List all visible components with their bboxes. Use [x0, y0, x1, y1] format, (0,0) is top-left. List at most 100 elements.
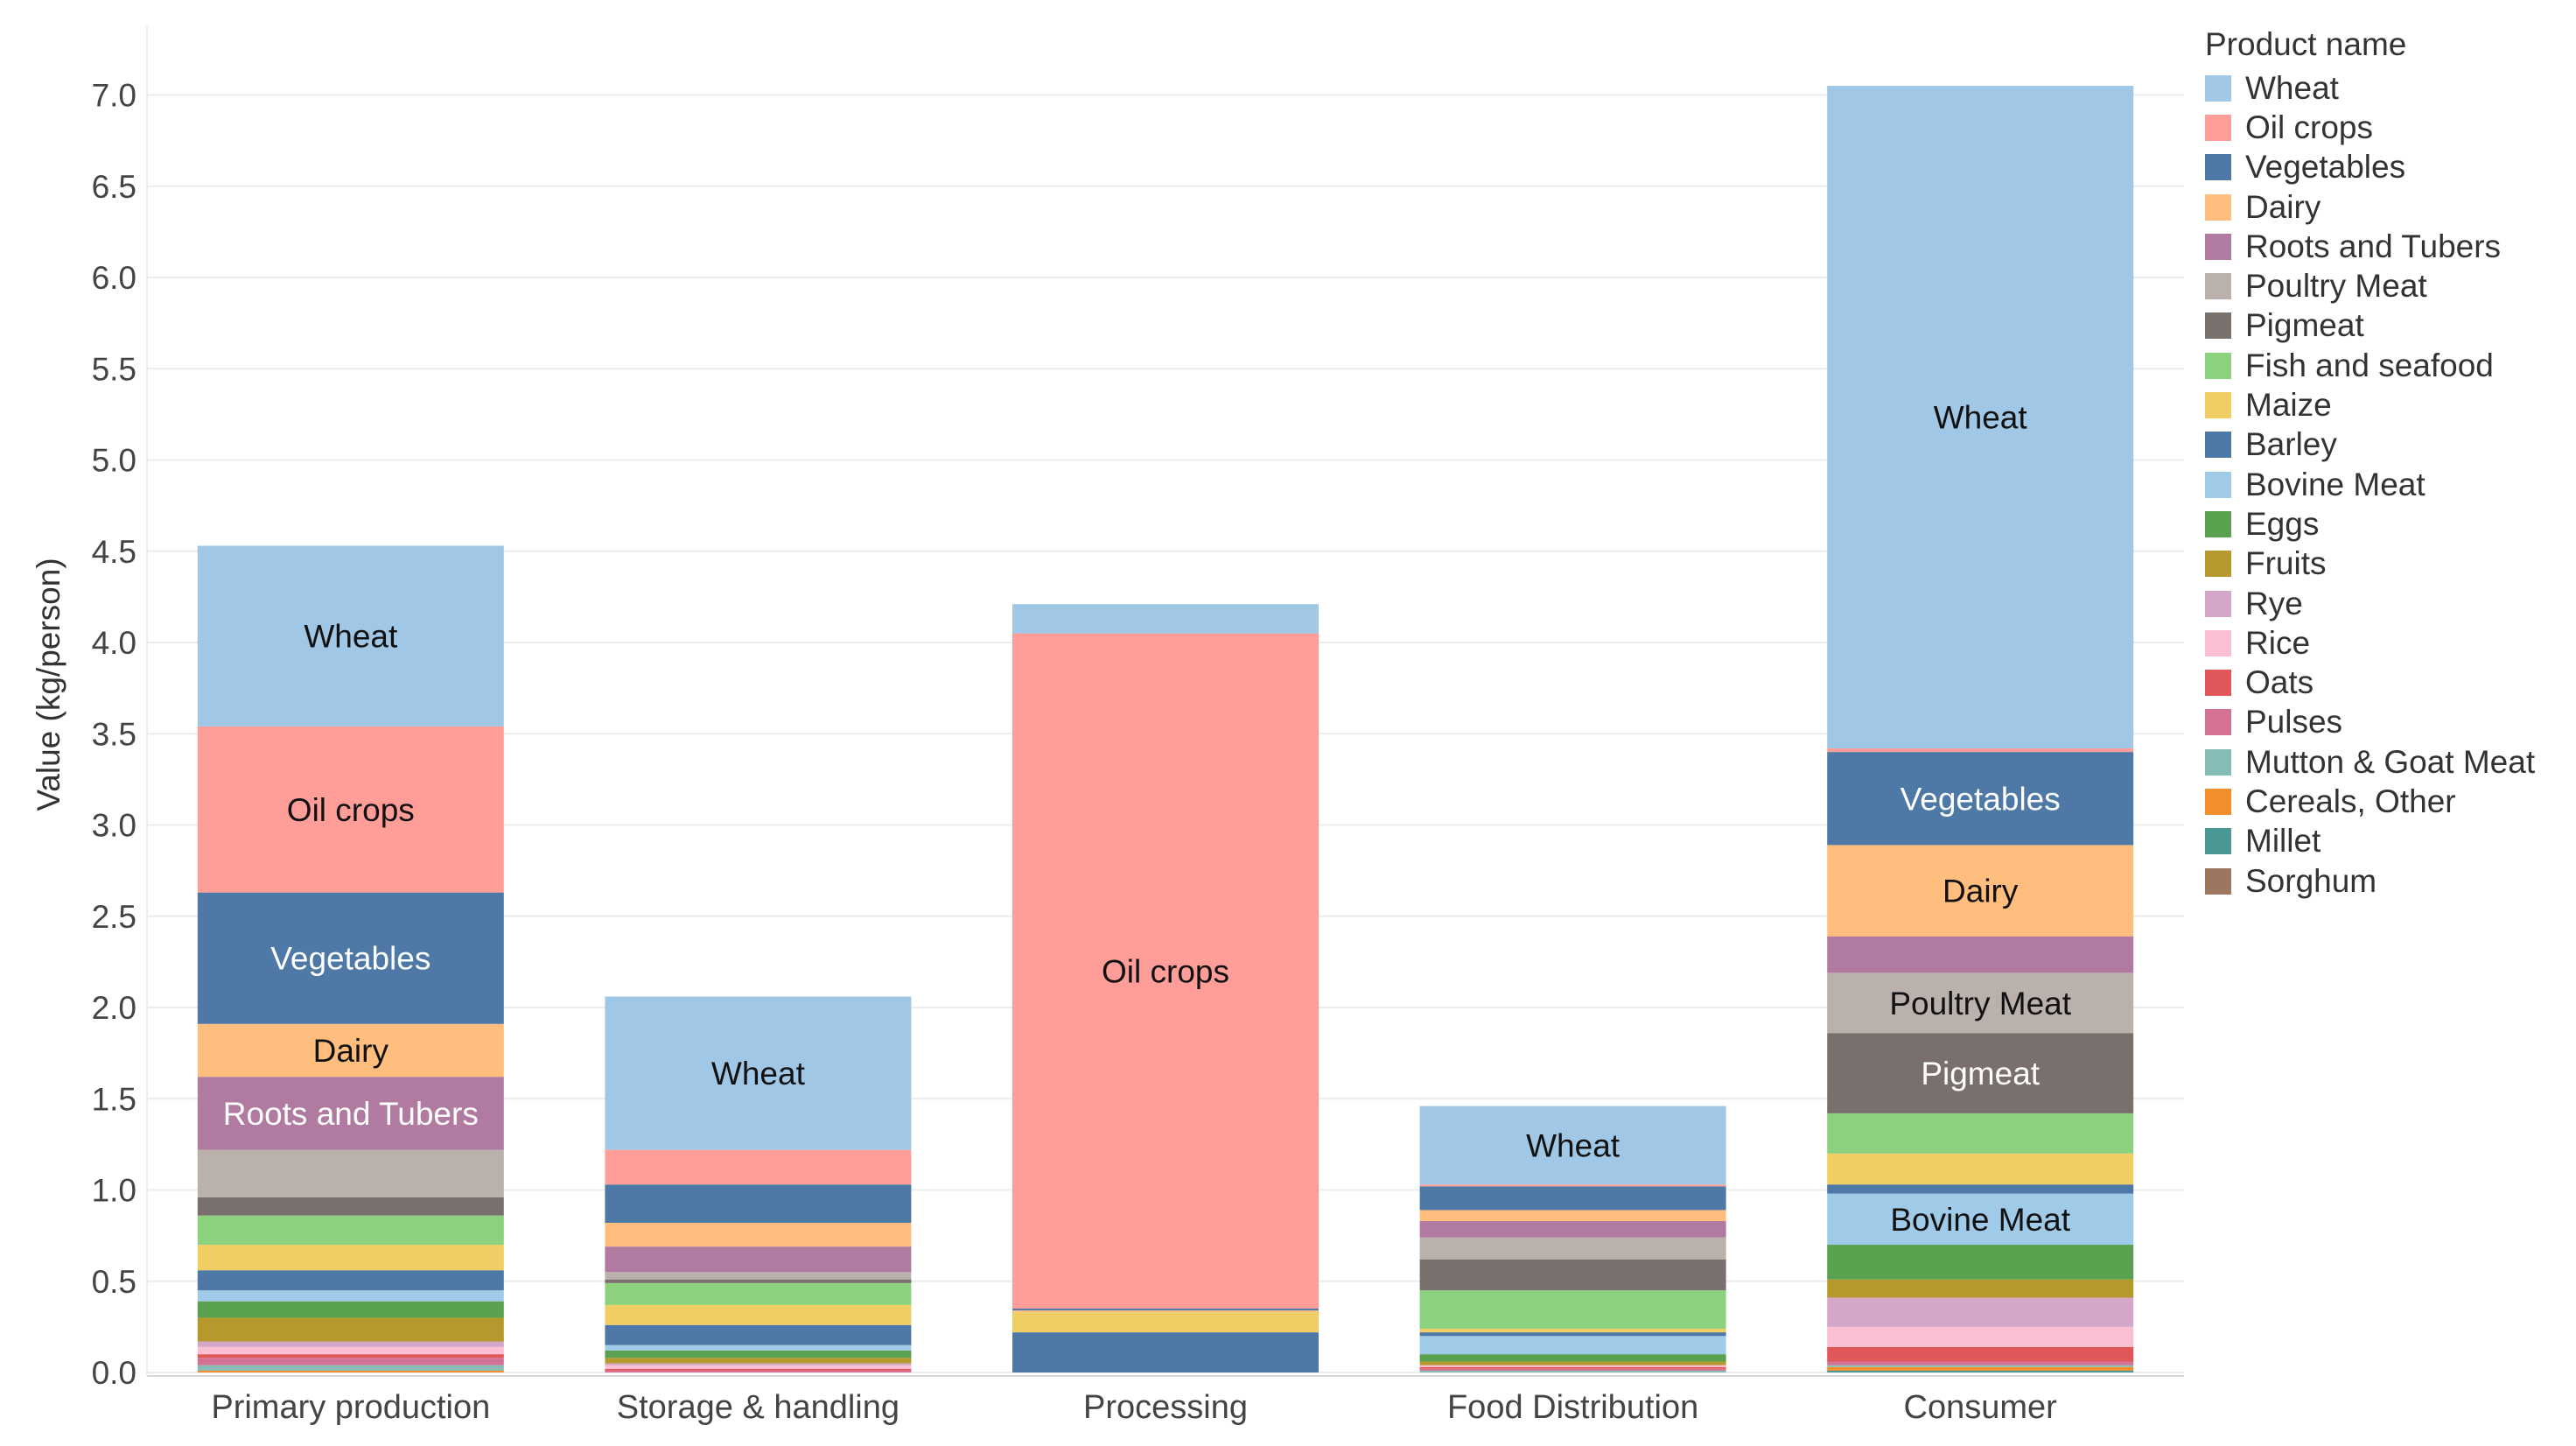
bar-segment-vegetables [1419, 1186, 1726, 1211]
bar-segment-fish-and-seafood [1827, 1113, 2134, 1154]
legend-item-pigmeat[interactable]: Pigmeat [2205, 306, 2535, 346]
legend-swatch [2205, 273, 2231, 300]
legend-label: Rice [2245, 624, 2311, 661]
y-tick-label: 2.5 [92, 899, 136, 935]
bar-segment-rice [605, 1365, 912, 1369]
legend-swatch [2205, 154, 2231, 181]
legend-label: Mutton & Goat Meat [2245, 743, 2536, 780]
x-tick-label: Food Distribution [1447, 1389, 1698, 1426]
segment-label: Roots and Tubers [223, 1096, 479, 1132]
legend-item-roots-and-tubers[interactable]: Roots and Tubers [2205, 227, 2535, 266]
segment-labels: Wheat Oil crops Vegetables Dairy Roots and T… [223, 400, 2072, 1238]
bar-segment-pigmeat [197, 1197, 504, 1216]
legend-item-eggs[interactable]: Eggs [2205, 504, 2535, 544]
legend-label: Pigmeat [2245, 307, 2364, 344]
bar-segment-oil-crops [197, 726, 504, 893]
x-axis-ticks: Primary production Storage & handling Proc… [211, 1389, 2057, 1426]
legend-item-vegetables[interactable]: Vegetables [2205, 148, 2535, 187]
legend-swatch [2205, 510, 2231, 537]
bar-segment-poultry-meat [1827, 972, 2134, 1034]
legend-item-pulses[interactable]: Pulses [2205, 703, 2535, 742]
segment-label: Wheat [304, 619, 398, 655]
bar-segment-roots-and-tubers [1419, 1220, 1726, 1238]
bar-segment-fruits [605, 1358, 912, 1364]
legend-swatch [2205, 432, 2231, 459]
legend-label: Poultry Meat [2245, 268, 2427, 305]
bar-segment-roots-and-tubers [197, 1077, 504, 1150]
legend-label: Fruits [2245, 545, 2327, 582]
legend-label: Fish and seafood [2245, 347, 2494, 383]
legend-item-wheat[interactable]: Wheat [2205, 68, 2535, 108]
bar-segment-barley [1012, 1332, 1319, 1372]
legend-title: Product name [2205, 26, 2407, 62]
segment-label: Oil crops [287, 792, 415, 828]
legend-label: Sorghum [2245, 862, 2377, 899]
legend-label: Oil crops [2245, 109, 2373, 145]
bar-segment-vegetables [197, 892, 504, 1024]
bar-segment-barley [605, 1324, 912, 1345]
bar-segment-dairy [1419, 1210, 1726, 1221]
bar-segment-barley [1419, 1332, 1726, 1337]
bar-segment-mutton-goat-meat [1419, 1370, 1726, 1372]
legend-swatch [2205, 670, 2231, 697]
bar-segment-pigmeat [1419, 1259, 1726, 1291]
bar-segment-eggs [1419, 1354, 1726, 1362]
legend-swatch [2205, 471, 2231, 498]
legend-item-maize[interactable]: Maize [2205, 385, 2535, 425]
bar-segment-oil-crops [1419, 1184, 1726, 1187]
bar-segment-millet [1827, 1370, 2134, 1372]
bar-segment-fruits [1419, 1361, 1726, 1365]
bar-segment-pulses [197, 1358, 504, 1365]
y-tick-label: 6.0 [92, 260, 136, 296]
x-tick-label: Storage & handling [617, 1389, 900, 1426]
y-tick-label: 5.5 [92, 351, 136, 387]
bar-segment-oats [197, 1354, 504, 1358]
bar-segment-fruits [197, 1317, 504, 1342]
legend-item-dairy[interactable]: Dairy [2205, 187, 2535, 227]
legend-label: Wheat [2245, 69, 2339, 106]
legend-item-fish-and-seafood[interactable]: Fish and seafood [2205, 346, 2535, 385]
bar-segment-dairy [1827, 845, 2134, 937]
bar-segment-rice [1827, 1326, 2134, 1347]
legend-item-barley[interactable]: Barley [2205, 425, 2535, 465]
legend-swatch [2205, 709, 2231, 736]
legend-item-cereals-other[interactable]: Cereals, Other [2205, 782, 2535, 821]
legend-item-rye[interactable]: Rye [2205, 584, 2535, 623]
bar-segment-poultry-meat [197, 1149, 504, 1197]
x-tick-label: Consumer [1904, 1389, 2058, 1426]
legend-item-sorghum[interactable]: Sorghum [2205, 861, 2535, 901]
bar-segment-wheat [1419, 1106, 1726, 1185]
legend-swatch [2205, 748, 2231, 776]
legend-swatch [2205, 551, 2231, 578]
legend-swatch [2205, 233, 2231, 260]
legend-label: Eggs [2245, 505, 2320, 542]
legend-label: Oats [2245, 664, 2314, 701]
legend-item-oats[interactable]: Oats [2205, 663, 2535, 702]
segment-label: Vegetables [270, 941, 430, 977]
legend-item-oil-crops[interactable]: Oil crops [2205, 108, 2535, 147]
segment-label: Vegetables [1900, 781, 2061, 817]
legend-label: Roots and Tubers [2245, 228, 2502, 264]
legend-swatch [2205, 828, 2231, 855]
bar-segment-maize [197, 1245, 504, 1271]
legend-item-rice[interactable]: Rice [2205, 623, 2535, 663]
legend-item-poultry-meat[interactable]: Poultry Meat [2205, 266, 2535, 305]
legend-item-bovine-meat[interactable]: Bovine Meat [2205, 465, 2535, 504]
legend-item-mutton-goat-meat[interactable]: Mutton & Goat Meat [2205, 742, 2535, 782]
bar-segment-fish-and-seafood [605, 1282, 912, 1305]
bar-segment-vegetables [605, 1184, 912, 1224]
y-tick-label: 7.0 [92, 78, 136, 114]
bar-segment-wheat [605, 996, 912, 1150]
bar-segment-fruits [1827, 1279, 2134, 1298]
bar-segment-maize [605, 1304, 912, 1325]
y-tick-label: 4.0 [92, 625, 136, 661]
segment-label: Bovine Meat [1890, 1202, 2070, 1238]
bar-segment-rye [1827, 1297, 2134, 1327]
bar-segment-rice [197, 1346, 504, 1355]
bar-segment-wheat [197, 545, 504, 727]
legend-item-millet[interactable]: Millet [2205, 822, 2535, 861]
legend-item-fruits[interactable]: Fruits [2205, 544, 2535, 584]
y-tick-label: 3.5 [92, 716, 136, 752]
bar-segment-eggs [605, 1350, 912, 1358]
